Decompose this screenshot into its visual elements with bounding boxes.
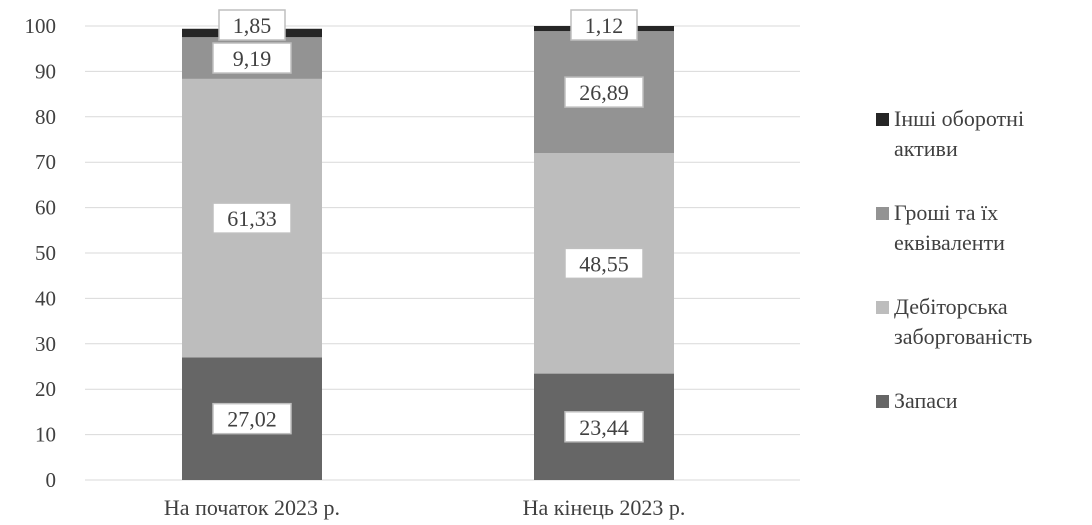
data-labels: 27,02 61,33 9,19 1,85 23,44 48,55 26,89 1,12 (212, 9, 644, 443)
y-tick-label: 100 (25, 14, 57, 38)
y-axis-ticks: 0 10 20 30 40 50 60 70 80 90 100 (25, 14, 57, 492)
y-tick-label: 80 (35, 105, 56, 129)
data-label-box (564, 411, 644, 443)
y-tick-label: 10 (35, 423, 56, 447)
legend-label: Запаси (894, 388, 958, 413)
data-label: 23,44 (579, 415, 629, 440)
legend-label: Інші оборотні (894, 106, 1024, 131)
data-label: 26,89 (579, 80, 629, 105)
legend: Інші оборотні активи Гроші та їх еквівалент… (876, 106, 1032, 413)
legend-swatch (876, 395, 889, 408)
data-label: 9,19 (233, 46, 272, 71)
x-axis-categories: На початок 2023 р. На кінець 2023 р. (164, 495, 685, 520)
legend-label: еквіваленти (894, 230, 1005, 255)
y-tick-label: 0 (46, 468, 57, 492)
data-label: 1,12 (585, 13, 624, 38)
legend-label: заборгованість (894, 324, 1032, 349)
data-label-box (212, 202, 292, 234)
data-label-box (212, 42, 292, 74)
data-label: 1,85 (233, 13, 272, 38)
data-label-box (564, 76, 644, 108)
y-tick-label: 40 (35, 286, 56, 310)
x-category-label: На кінець 2023 р. (523, 495, 686, 520)
y-tick-label: 50 (35, 241, 56, 265)
data-label: 48,55 (579, 251, 629, 276)
legend-swatch (876, 301, 889, 314)
y-tick-label: 90 (35, 59, 56, 83)
data-label-box (564, 247, 644, 280)
data-label: 61,33 (227, 206, 277, 231)
legend-label: Дебіторська (894, 294, 1008, 319)
y-tick-label: 20 (35, 377, 56, 401)
x-category-label: На початок 2023 р. (164, 495, 340, 520)
legend-label: активи (894, 136, 958, 161)
legend-swatch (876, 113, 889, 126)
data-label: 27,02 (227, 407, 277, 432)
y-tick-label: 60 (35, 196, 56, 220)
legend-label: Гроші та їх (894, 200, 998, 225)
y-tick-label: 70 (35, 150, 56, 174)
data-label-box (218, 9, 286, 41)
y-tick-label: 30 (35, 332, 56, 356)
data-label-box (212, 402, 292, 435)
legend-swatch (876, 207, 889, 220)
data-label-box (570, 9, 638, 41)
